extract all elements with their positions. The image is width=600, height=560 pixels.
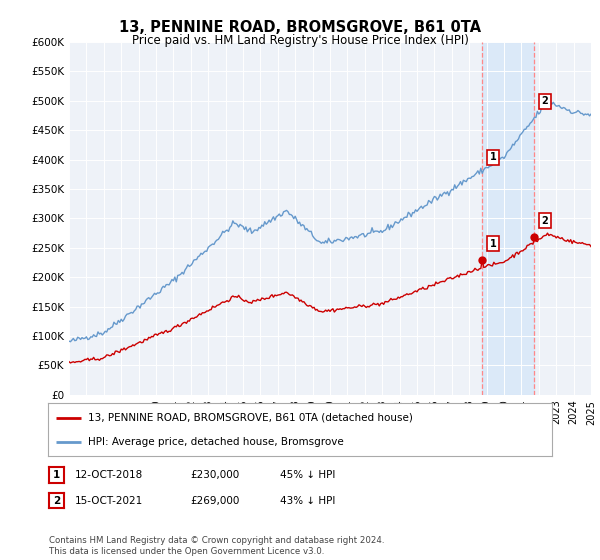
Text: 13, PENNINE ROAD, BROMSGROVE, B61 0TA (detached house): 13, PENNINE ROAD, BROMSGROVE, B61 0TA (d… xyxy=(88,413,413,423)
Text: HPI: Average price, detached house, Bromsgrove: HPI: Average price, detached house, Brom… xyxy=(88,437,344,447)
Text: 12-OCT-2018: 12-OCT-2018 xyxy=(74,470,143,480)
Text: 2: 2 xyxy=(542,96,548,106)
Text: 1: 1 xyxy=(490,152,496,162)
Text: 43% ↓ HPI: 43% ↓ HPI xyxy=(280,496,335,506)
Text: 2: 2 xyxy=(542,216,548,226)
Text: Contains HM Land Registry data © Crown copyright and database right 2024.
This d: Contains HM Land Registry data © Crown c… xyxy=(49,536,385,556)
Text: 1: 1 xyxy=(53,470,60,480)
Text: Price paid vs. HM Land Registry's House Price Index (HPI): Price paid vs. HM Land Registry's House … xyxy=(131,34,469,46)
Text: 2: 2 xyxy=(53,496,60,506)
Bar xyxy=(482,42,535,395)
Text: 15-OCT-2021: 15-OCT-2021 xyxy=(74,496,143,506)
Text: £230,000: £230,000 xyxy=(190,470,239,480)
Text: 45% ↓ HPI: 45% ↓ HPI xyxy=(280,470,335,480)
Text: 13, PENNINE ROAD, BROMSGROVE, B61 0TA: 13, PENNINE ROAD, BROMSGROVE, B61 0TA xyxy=(119,20,481,35)
Text: 1: 1 xyxy=(490,239,496,249)
Text: £269,000: £269,000 xyxy=(190,496,239,506)
